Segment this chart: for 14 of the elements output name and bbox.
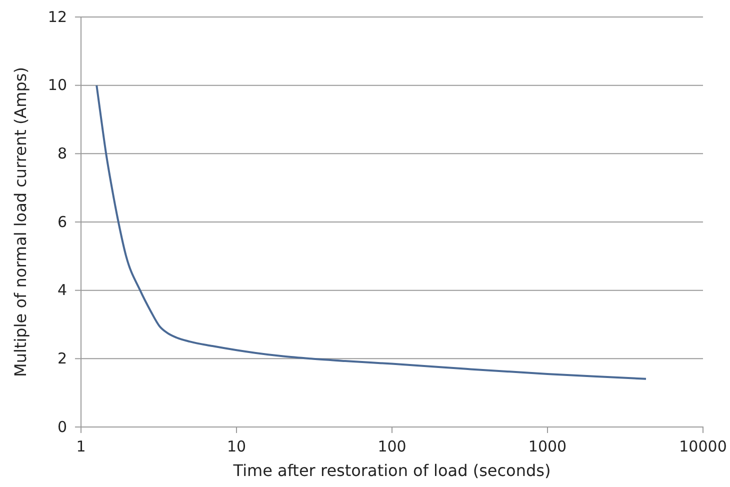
x-tick-label: 1 (76, 438, 86, 456)
y-axis-title: Multiple of normal load current (Amps) (11, 67, 30, 377)
y-tick-label: 10 (48, 76, 67, 94)
y-tick-label: 6 (57, 212, 67, 231)
y-tick-label: 0 (57, 418, 67, 436)
x-tick-label: 10000 (679, 438, 727, 456)
x-tick-label: 100 (378, 438, 406, 456)
y-tick-label: 2 (57, 349, 67, 368)
x-tick-label: 10 (226, 438, 246, 456)
x-axis-title: Time after restoration of load (seconds) (232, 461, 551, 480)
y-tick-label: 4 (57, 281, 67, 300)
y-tick-label: 12 (48, 8, 67, 26)
y-tick-label: 8 (57, 144, 67, 162)
x-tick-label: 1000 (528, 438, 567, 456)
